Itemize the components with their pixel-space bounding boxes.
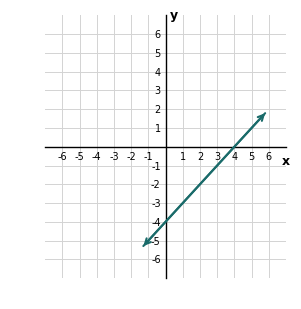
Text: y: y: [170, 9, 178, 22]
Text: x: x: [282, 155, 290, 168]
